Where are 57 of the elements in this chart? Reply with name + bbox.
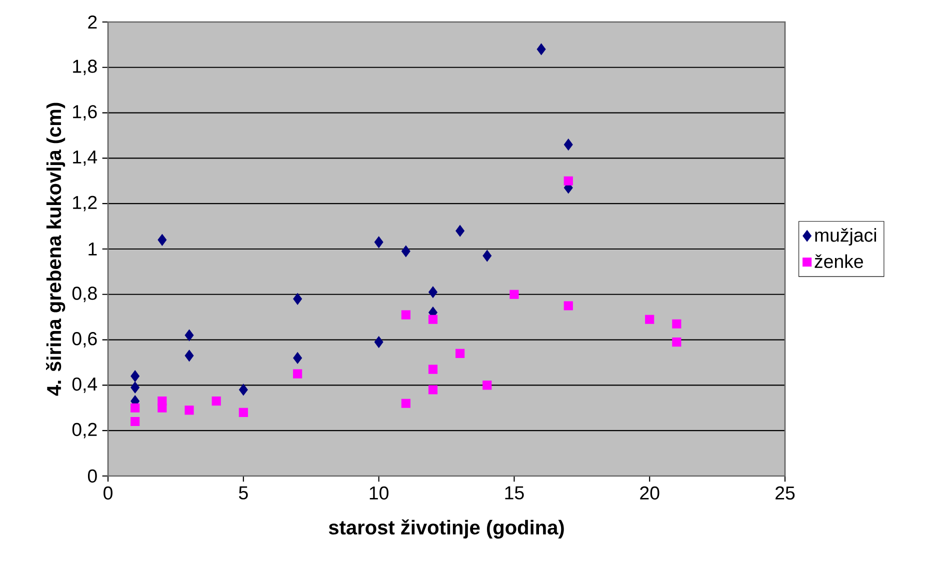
y-tick-label: 1,6 <box>73 105 97 120</box>
point <box>238 408 248 417</box>
point <box>293 352 302 364</box>
y-tick-label: 0,2 <box>72 422 97 438</box>
x-tick-label: 20 <box>640 486 660 500</box>
point <box>564 138 573 150</box>
point <box>456 348 465 358</box>
point <box>428 286 438 298</box>
y-tick-label: 1 <box>88 242 97 256</box>
y-tick-label: 1,4 <box>73 150 98 166</box>
point <box>158 234 167 246</box>
point <box>130 403 140 412</box>
point <box>645 314 654 324</box>
point <box>130 370 140 382</box>
point <box>456 224 465 237</box>
point <box>130 382 140 394</box>
point <box>482 380 492 390</box>
x-tick-label: 25 <box>776 486 795 500</box>
y-tick-label: 2 <box>88 15 97 29</box>
point <box>672 338 682 347</box>
x-tick-label: 0 <box>104 486 112 500</box>
y-axis-title: 4. širina grebena kukovlja (cm) <box>46 102 66 396</box>
point <box>564 176 573 186</box>
point <box>184 350 194 362</box>
point <box>428 314 438 324</box>
point <box>401 310 410 320</box>
point <box>536 43 546 56</box>
y-tick-label: 1,2 <box>73 196 97 212</box>
point <box>238 384 248 396</box>
y-tick-label: 0,8 <box>72 286 97 302</box>
x-tick-label: 10 <box>370 486 388 500</box>
y-tick-label: 0,6 <box>72 332 97 348</box>
point <box>401 398 410 408</box>
x-tick-label: 15 <box>505 486 524 500</box>
point <box>510 290 519 299</box>
point <box>428 385 438 394</box>
point <box>374 236 384 248</box>
point <box>401 245 410 258</box>
point <box>672 319 682 328</box>
x-tick-label: 5 <box>238 486 248 500</box>
point <box>428 364 438 374</box>
point <box>212 396 221 406</box>
legend-label: ženke <box>814 254 863 268</box>
point <box>482 250 492 262</box>
point <box>293 293 302 305</box>
point <box>374 336 384 348</box>
point <box>564 301 573 310</box>
point <box>158 403 167 412</box>
y-tick-label: 0 <box>88 469 97 483</box>
point <box>184 329 194 342</box>
point <box>184 406 194 415</box>
point <box>293 369 302 378</box>
y-tick-label: 0,4 <box>72 377 98 393</box>
legend-label: mužjaci <box>815 228 876 246</box>
y-tick-label: 1,8 <box>73 60 97 76</box>
x-axis-title: starost životinje (godina) <box>328 519 564 539</box>
point <box>130 416 140 426</box>
